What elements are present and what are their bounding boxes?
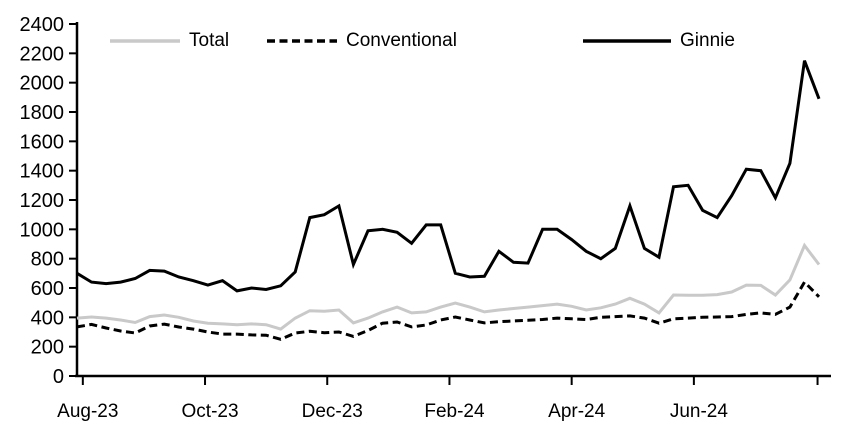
line-solid-black-icon bbox=[583, 39, 671, 43]
line-dashed-black-icon bbox=[267, 39, 337, 43]
y-axis-tick-label: 1200 bbox=[20, 190, 65, 212]
legend-item-conventional: Conventional bbox=[267, 30, 457, 52]
x-axis-tick-label: Aug-23 bbox=[57, 401, 118, 422]
y-axis-tick-label: 0 bbox=[53, 366, 64, 388]
legend-item-total: Total bbox=[110, 30, 229, 52]
y-axis-tick-label: 600 bbox=[31, 278, 64, 300]
y-axis-tick-label: 1400 bbox=[20, 161, 65, 183]
y-axis-tick-label: 800 bbox=[31, 249, 64, 271]
y-axis-tick-label: 1000 bbox=[20, 219, 65, 241]
y-axis-tick-label: 1800 bbox=[20, 102, 65, 124]
y-axis-tick-label: 200 bbox=[31, 337, 64, 359]
x-axis-tick-label: Feb-24 bbox=[424, 401, 485, 422]
line-solid-gray-icon bbox=[110, 39, 180, 43]
x-axis-tick-label: Dec-23 bbox=[302, 401, 363, 422]
legend-item-ginnie: Ginnie bbox=[583, 30, 735, 52]
x-axis-tick-label: Apr-24 bbox=[548, 401, 605, 422]
legend-label-ginnie: Ginnie bbox=[680, 30, 735, 51]
legend-label-total: Total bbox=[189, 30, 230, 51]
y-axis-tick-label: 2000 bbox=[20, 73, 65, 95]
series-line-total bbox=[76, 242, 821, 331]
x-axis-tick-label: Jun-24 bbox=[670, 401, 729, 422]
y-axis-tick-label: 1600 bbox=[20, 131, 65, 153]
y-axis-tick-label: 2200 bbox=[20, 43, 65, 65]
series-line-ginnie bbox=[76, 60, 821, 293]
y-axis-tick-label: 2400 bbox=[20, 14, 65, 36]
y-axis-tick-label: 400 bbox=[31, 307, 64, 329]
x-axis-tick-label: Oct-23 bbox=[182, 401, 239, 422]
legend-label-conventional: Conventional bbox=[346, 30, 457, 51]
series-line-conventional bbox=[76, 279, 821, 341]
